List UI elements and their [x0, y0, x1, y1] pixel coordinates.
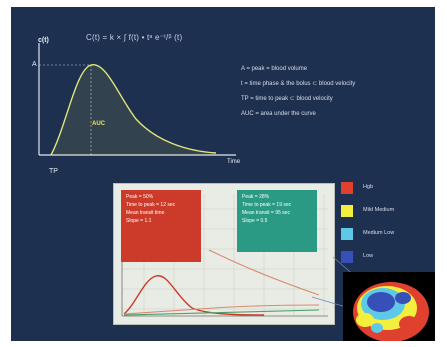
- tic-curve-green: [123, 309, 320, 316]
- tic-red-line: Peak = 50%: [126, 194, 154, 200]
- definition-line: A = peak = blood volume: [241, 66, 308, 72]
- definition-line: t = time phase & the bolus ⊂ blood veloc…: [241, 81, 356, 87]
- tic-curve-decline: [208, 249, 320, 296]
- tic-teal-box: Peak = 28% Time to peak = 19 sec Mean tr…: [237, 190, 317, 252]
- tic-teal-line: Time to peak = 19 sec: [242, 202, 292, 208]
- tic-curve-red: [123, 275, 265, 316]
- legend-item-hgb: Hgb: [341, 182, 435, 194]
- tp-label: TP: [49, 168, 58, 175]
- legend-label: Medium Low: [363, 230, 395, 236]
- legend-swatch-low: [341, 251, 353, 263]
- definition-line: TP = time to peak ⊂ blood velocity: [241, 96, 333, 102]
- tic-red-box: Peak = 50% Time to peak = 12 sec Mean tr…: [121, 190, 201, 262]
- slide-background: C(t) = k × ∫ f(t) • tᵃ e⁻ᵗ/ᵝ (t) c(t) A …: [11, 7, 435, 341]
- gamma-curve-diagram: [38, 43, 236, 156]
- legend-item-low: Low: [341, 251, 435, 263]
- auc-label: AUC: [92, 121, 105, 127]
- tic-red-line: Mean transit time: [126, 210, 165, 216]
- legend-swatch-medium-low: [341, 228, 353, 240]
- legend-label: Mild Medium: [363, 207, 395, 213]
- tic-teal-line: Mean transit = 95 sec: [242, 210, 290, 216]
- tic-red-line: Time to peak = 12 sec: [126, 202, 176, 208]
- y-axis-label: c(t): [38, 37, 49, 44]
- peak-label: A: [32, 61, 37, 68]
- formula-text: C(t) = k × ∫ f(t) • tᵃ e⁻ᵗ/ᵝ (t): [86, 33, 183, 42]
- time-intensity-chart: Peak = 50% Time to peak = 12 sec Mean tr…: [113, 183, 335, 325]
- time-axis-label: Time: [227, 159, 241, 165]
- definitions-block: A = peak = blood volume t = time phase &…: [241, 62, 355, 122]
- legend-label: Low: [363, 253, 374, 259]
- tic-red-line: Slope = 1.1: [126, 218, 152, 224]
- legend-label: Hgb: [363, 184, 374, 190]
- legend-item-medium-low: Medium Low: [341, 228, 435, 240]
- tic-curve-salmon: [123, 304, 320, 315]
- perfusion-heatmap: [343, 272, 435, 341]
- auc-fill: [51, 64, 216, 155]
- gamma-curve: [50, 64, 217, 156]
- legend-swatch-hgb: [341, 182, 353, 194]
- legend-swatch-mild-medium: [341, 205, 353, 217]
- tic-teal-line: Slope = 0.5: [242, 218, 268, 224]
- heatmap-image: [353, 282, 429, 341]
- definition-line: AUC = area under the curve: [241, 111, 316, 117]
- legend-item-mild-medium: Mild Medium: [341, 205, 435, 217]
- tic-teal-line: Peak = 28%: [242, 194, 270, 200]
